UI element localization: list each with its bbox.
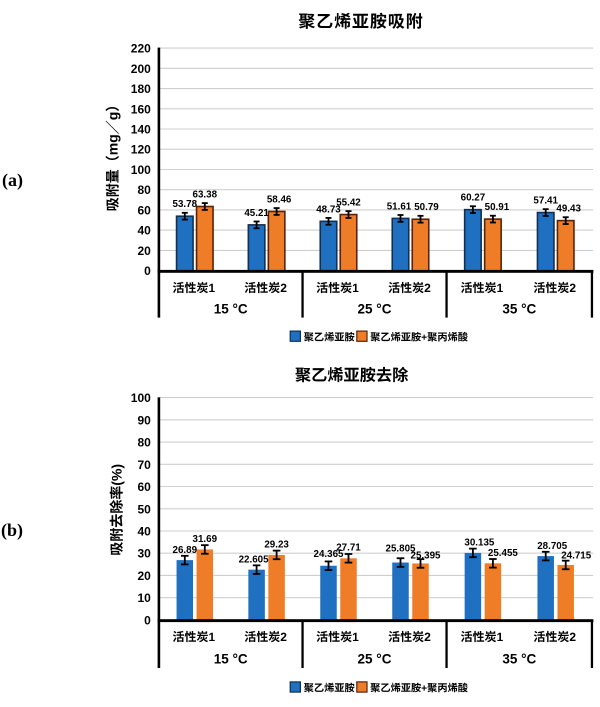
svg-text:22.605: 22.605 (239, 554, 270, 565)
svg-text:53.78: 53.78 (173, 199, 198, 210)
svg-text:30: 30 (137, 547, 151, 561)
svg-text:(b): (b) (1, 520, 23, 541)
svg-text:27.71: 27.71 (336, 542, 361, 553)
svg-text:25 °C: 25 °C (358, 301, 392, 316)
svg-text:50.79: 50.79 (414, 202, 439, 213)
svg-text:60.27: 60.27 (461, 193, 486, 204)
svg-text:220: 220 (131, 42, 151, 56)
svg-text:60: 60 (137, 203, 151, 217)
svg-text:40: 40 (137, 524, 151, 538)
svg-text:180: 180 (131, 82, 151, 96)
svg-text:26.89: 26.89 (173, 545, 198, 556)
svg-text:20: 20 (137, 244, 151, 258)
svg-text:25.395: 25.395 (411, 551, 442, 562)
svg-text:63.38: 63.38 (193, 190, 218, 201)
svg-text:140: 140 (131, 123, 151, 137)
svg-text:57.41: 57.41 (533, 196, 558, 207)
svg-text:(a): (a) (2, 170, 23, 191)
svg-text:40: 40 (137, 224, 151, 238)
svg-text:15 °C: 15 °C (214, 651, 248, 666)
svg-text:25.455: 25.455 (488, 548, 519, 559)
svg-text:90: 90 (137, 413, 151, 427)
svg-text:10: 10 (137, 591, 151, 605)
svg-text:80: 80 (137, 436, 151, 450)
svg-text:0: 0 (144, 264, 151, 278)
svg-text:24.715: 24.715 (561, 551, 592, 562)
svg-text:35 °C: 35 °C (502, 301, 536, 316)
svg-text:45.21: 45.21 (244, 208, 269, 219)
svg-text:29.23: 29.23 (264, 540, 289, 551)
svg-text:60: 60 (137, 480, 151, 494)
svg-text:28.705: 28.705 (537, 541, 568, 552)
svg-text:30.135: 30.135 (464, 538, 495, 549)
svg-text:160: 160 (131, 102, 151, 116)
svg-text:25 °C: 25 °C (358, 651, 392, 666)
svg-text:0: 0 (144, 613, 151, 627)
svg-text:50.91: 50.91 (485, 202, 510, 213)
svg-text:31.69: 31.69 (193, 534, 218, 545)
svg-text:58.46: 58.46 (267, 194, 292, 205)
svg-text:25.805: 25.805 (386, 544, 417, 555)
svg-text:48.73: 48.73 (316, 204, 341, 215)
svg-text:100: 100 (131, 391, 151, 405)
svg-text:15 °C: 15 °C (214, 301, 248, 316)
svg-text:55.42: 55.42 (336, 198, 361, 209)
svg-text:70: 70 (137, 458, 151, 472)
svg-text:35 °C: 35 °C (502, 651, 536, 666)
svg-text:80: 80 (137, 183, 151, 197)
svg-text:49.43: 49.43 (556, 204, 581, 215)
svg-text:50: 50 (137, 502, 151, 516)
svg-text:24.365: 24.365 (314, 549, 345, 560)
svg-text:100: 100 (131, 163, 151, 177)
svg-text:20: 20 (137, 569, 151, 583)
svg-text:120: 120 (131, 143, 151, 157)
svg-text:200: 200 (131, 62, 151, 76)
svg-text:51.61: 51.61 (387, 201, 412, 212)
